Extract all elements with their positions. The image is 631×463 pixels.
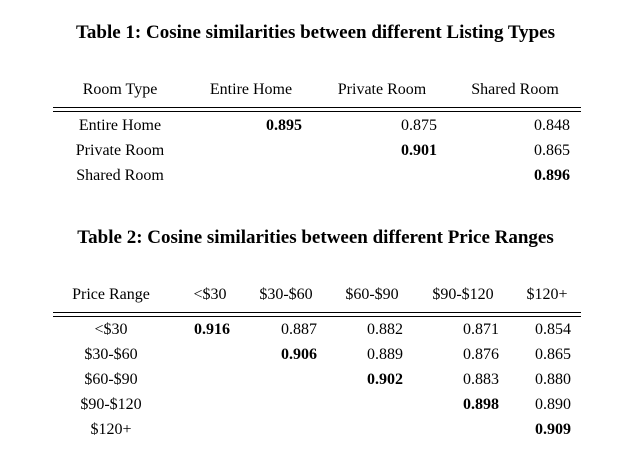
table1-row-label: Private Room [75, 142, 165, 159]
table1-cell: 0.848 [534, 117, 570, 134]
table2-cell: 0.906 [281, 346, 317, 363]
table2-cell: 0.909 [535, 421, 571, 438]
table2-caption: Table 2: Cosine similarities between dif… [77, 227, 554, 248]
table1-header-1: Entire Home [209, 81, 293, 98]
table1-row-label: Entire Home [78, 117, 162, 134]
table2-cell: 0.887 [281, 321, 317, 338]
table1-top-rule [53, 107, 581, 108]
table2-row-label: <$30 [94, 321, 128, 338]
table2-header-rule [53, 316, 581, 317]
table2-header-2: $30-$60 [259, 286, 313, 303]
table2-cell: 0.880 [535, 371, 571, 388]
table1-header-2: Private Room [337, 81, 427, 98]
table2-cell: 0.865 [535, 346, 571, 363]
table2-row-label: $90-$120 [80, 396, 142, 413]
table1-header-3: Shared Room [471, 81, 559, 98]
table2-header-0: Price Range [72, 286, 150, 303]
table2-row-label: $120+ [90, 421, 132, 438]
table2-cell: 0.889 [367, 346, 403, 363]
table1-cell: 0.896 [534, 167, 570, 184]
table1-caption: Table 1: Cosine similarities between dif… [75, 22, 556, 43]
table1-header-rule [53, 111, 581, 112]
table2-cell: 0.876 [463, 346, 499, 363]
table1-cell: 0.895 [266, 117, 302, 134]
table2-cell: 0.871 [463, 321, 499, 338]
table2-header-4: $90-$120 [432, 286, 494, 303]
table1-cell: 0.875 [401, 117, 437, 134]
table1-header-0: Room Type [82, 81, 158, 98]
table1-cell: 0.865 [534, 142, 570, 159]
table2-cell: 0.898 [463, 396, 499, 413]
table2-cell: 0.902 [367, 371, 403, 388]
table2-header-5: $120+ [526, 286, 568, 303]
table2-top-rule [53, 312, 581, 313]
table2-cell: 0.916 [194, 321, 230, 338]
table2-row-label: $60-$90 [84, 371, 138, 388]
table1-cell: 0.901 [401, 142, 437, 159]
table2-header-1: <$30 [193, 286, 227, 303]
table2-cell: 0.882 [367, 321, 403, 338]
table2-cell: 0.883 [463, 371, 499, 388]
table2-cell: 0.854 [535, 321, 571, 338]
table2-row-label: $30-$60 [84, 346, 138, 363]
table2-header-3: $60-$90 [345, 286, 399, 303]
table2-cell: 0.890 [535, 396, 571, 413]
table1-row-label: Shared Room [76, 167, 164, 184]
